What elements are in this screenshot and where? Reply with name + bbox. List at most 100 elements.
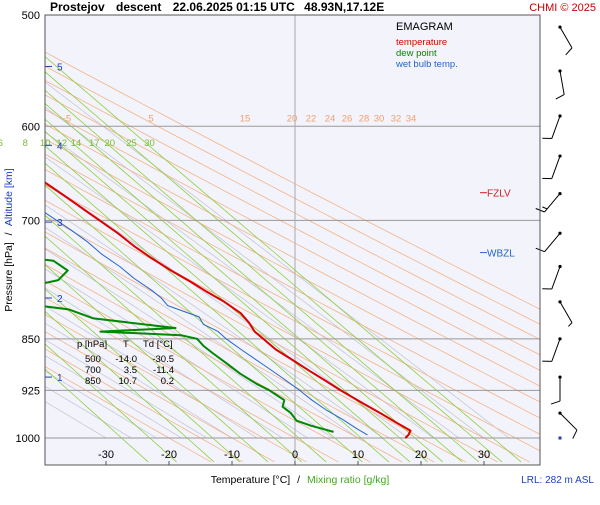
barb-staff [552,266,560,289]
y-axis-label-pressure: Pressure [hPa] [3,242,15,312]
altitude-tick-5: 5 [57,62,63,73]
table-row-500-td: -30.5 [152,354,174,365]
wind-barbs [536,25,577,439]
table-header-t: T [123,339,129,350]
calm-marker [559,437,562,440]
header-title: Prostejov descent 22.06.2025 01:15 UTC 4… [50,0,384,14]
pressure-tick-labels: 500 600 700 850 925 1000 [16,10,40,445]
x-axis-label-mixing: Mixing ratio [g/kg] [307,474,389,486]
altitude-tick-1: 1 [57,373,63,384]
lrl-label: LRL: 282 m ASL [521,475,594,486]
barb-staff [552,156,560,179]
x-axis-label: Temperature [°C] / Mixing ratio [g/kg] [211,474,390,486]
barb-feather-full [556,95,564,100]
barb-staff [552,116,560,139]
temperature-tick-20: 20 [415,449,427,461]
mixing-ratio-label-15: 30 [144,138,155,149]
table-row-500-p: 500 [85,354,101,365]
mixing-ratio-label-12: 17 [89,138,100,149]
altitude-tick-2: 2 [57,294,63,305]
mixing-ratio-label-8: 8 [23,138,28,149]
phase: descent [116,0,161,14]
barb-feather-half [542,207,547,209]
dry-adiabat-label-0: -5 [63,113,71,124]
table-row-500-t: -14.0 [115,354,137,365]
mixing-ratio-label-14: 25 [126,138,137,149]
wind-barb-0 [558,25,572,54]
wind-barb-11 [559,437,562,440]
temperature-tick--10: -10 [224,449,240,461]
dry-adiabat-label-8: 30 [374,113,385,124]
wind-barb-10 [558,411,577,438]
pressure-tick-600: 600 [22,121,40,133]
dry-adiabat-label-9: 32 [391,113,402,124]
wind-barb-9 [551,375,562,404]
plot-background [45,15,540,465]
legend-dewpoint: dew point [396,48,437,59]
wind-barb-1 [556,69,564,99]
barb-staff [560,302,572,323]
mixing-ratio-label-13: 20 [105,138,116,149]
legend-title: EMAGRAM [396,21,453,33]
wind-barb-2 [542,114,561,138]
barb-feather-full [573,430,577,438]
altitude-tick-3: 3 [57,218,63,229]
station-name: Prostejov [50,0,105,14]
barb-feather-half [568,323,572,327]
dry-adiabat-label-1: 5 [148,113,153,124]
temperature-tick-30: 30 [478,449,490,461]
temperature-tick-10: 10 [352,449,364,461]
legend-wetbulb: wet bulb temp. [395,59,458,70]
pressure-tick-700: 700 [22,215,40,227]
y-axis-label: Pressure [hPa] / Altitude [km] [3,168,15,311]
mixing-ratio-label-7: 6 [0,138,3,149]
wind-barb-7 [558,300,572,326]
barb-staff [560,71,564,95]
dry-adiabat-label-3: 20 [287,113,298,124]
dry-adiabat-label-2: 15 [240,113,251,124]
wind-barb-8 [542,337,561,361]
y-axis-label-sep: / [3,232,15,235]
barb-staff [560,27,572,48]
barb-staff [545,233,560,251]
datetime: 22.06.2025 01:15 UTC [173,0,295,14]
table-row-850-p: 850 [85,376,101,387]
pressure-tick-925: 925 [22,385,40,397]
barb-feather-full [551,401,560,404]
dry-adiabat-label-4: 22 [306,113,317,124]
barb-staff [560,413,577,430]
y-axis-label-altitude: Altitude [km] [3,168,15,226]
pressure-tick-1000: 1000 [16,433,40,445]
barb-staff [552,339,560,362]
pressure-tick-850: 850 [22,334,40,346]
temperature-tick-0: 0 [292,449,298,461]
table-row-700-t: 3.5 [124,365,137,376]
pressure-tick-500: 500 [22,10,40,22]
copyright: CHMI © 2025 [529,2,596,14]
dry-adiabat-label-5: 24 [325,113,336,124]
dry-adiabat-label-7: 28 [359,113,370,124]
altitude-tick-4: 4 [57,141,63,152]
dry-adiabat-label-6: 26 [342,113,353,124]
temperature-tick--30: -30 [98,449,114,461]
level-label-fzlv: FZLV [487,189,511,200]
level-label-wbzl: WBZL [487,249,515,260]
barb-feather-full [566,48,572,55]
wind-barb-6 [542,265,561,289]
table-row-850-t: 10.7 [119,376,138,387]
wind-barb-3 [542,154,561,178]
table-row-850-td: 0.2 [161,376,174,387]
legend-temperature: temperature [396,37,447,48]
table-row-700-td: -11.4 [153,365,174,376]
coordinates: 48.93N,17.12E [304,0,384,14]
table-header-p: p [hPa] [77,339,107,350]
temperature-tick--20: -20 [161,449,177,461]
x-axis-label-temperature: Temperature [°C] [211,474,291,486]
mixing-ratio-label-11: 14 [71,138,82,149]
x-axis-label-sep: / [297,474,300,486]
table-row-700-p: 700 [85,365,101,376]
table-header-td: Td [°C] [143,339,173,350]
dry-adiabat-label-10: 34 [406,113,417,124]
